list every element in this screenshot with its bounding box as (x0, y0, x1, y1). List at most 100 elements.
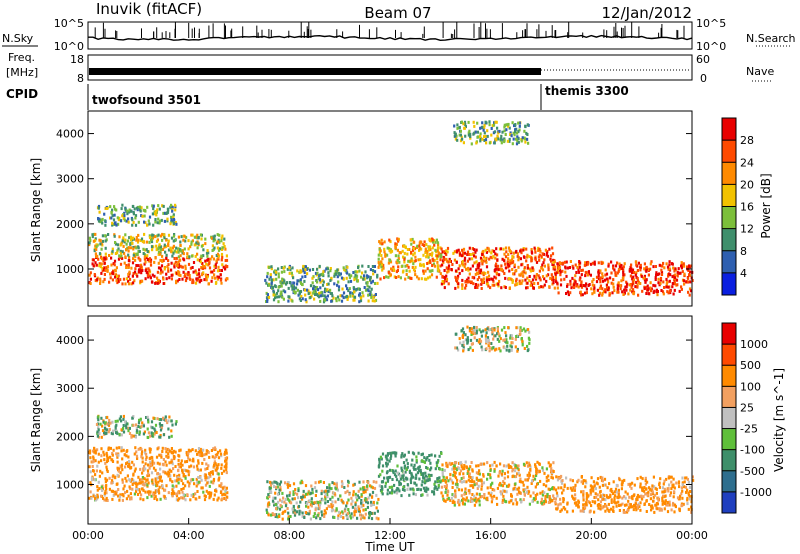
scatter-cell (216, 246, 219, 250)
scatter-cell (167, 269, 170, 273)
scatter-cell (174, 221, 177, 224)
scatter-cell (585, 503, 588, 507)
scatter-cell (401, 270, 405, 274)
scatter-cell (171, 246, 174, 250)
scatter-cell (191, 448, 194, 452)
scatter-cell (220, 482, 223, 486)
scatter-cell (187, 247, 190, 251)
scatter-cell (151, 236, 155, 240)
scatter-cell (426, 253, 429, 257)
scatter-cell (647, 268, 650, 272)
scatter-cell (144, 458, 148, 462)
scatter-cell (322, 280, 325, 284)
scatter-cell (162, 470, 165, 474)
scatter-cell (610, 498, 613, 502)
scatter-cell (542, 285, 545, 289)
scatter-cell (156, 281, 159, 285)
scatter-cell (172, 218, 175, 221)
scatter-cell (166, 265, 169, 269)
scatter-cell (185, 451, 188, 454)
scatter-cell (531, 266, 534, 270)
scatter-cell (165, 450, 168, 454)
scatter-cell (155, 248, 158, 252)
noise-left-tick-bottom: 10^0 (54, 40, 84, 53)
scatter-cell (453, 250, 456, 254)
scatter-cell (676, 283, 679, 287)
scatter-cell (612, 266, 615, 270)
scatter-cell (123, 214, 126, 218)
scatter-cell (174, 203, 177, 207)
scatter-cell (631, 481, 634, 485)
scatter-cell (92, 494, 95, 498)
scatter-cell (179, 254, 182, 258)
scatter-cell (119, 219, 123, 223)
scatter-cell (377, 257, 380, 261)
scatter-cell (390, 491, 393, 495)
scatter-cell (501, 498, 504, 502)
scatter-cell (143, 220, 146, 224)
scatter-cell (140, 206, 143, 210)
scatter-cell (96, 485, 99, 489)
scatter-cell (491, 283, 494, 287)
scatter-cell (89, 282, 92, 285)
scatter-cell (553, 260, 556, 264)
scatter-cell (306, 492, 309, 496)
scatter-cell (397, 254, 400, 258)
scatter-cell (648, 487, 652, 491)
scatter-cell (671, 485, 675, 489)
scatter-cell (471, 247, 474, 251)
scatter-cell (668, 263, 671, 267)
scatter-cell (325, 298, 329, 302)
scatter-cell (107, 448, 110, 451)
scatter-cell (151, 459, 154, 463)
scatter-cell (103, 431, 106, 435)
scatter-cell (273, 485, 276, 488)
scatter-cell (224, 463, 228, 467)
scatter-cell (133, 492, 136, 496)
scatter-cell (418, 244, 421, 248)
scatter-cell (267, 283, 271, 287)
scatter-cell (377, 474, 381, 478)
scatter-cell (463, 492, 466, 496)
scatter-cell (381, 492, 384, 496)
scatter-cell (277, 272, 280, 276)
scatter-cell (288, 499, 291, 503)
scatter-cell (224, 456, 227, 460)
scatter-cell (127, 217, 130, 221)
scatter-cell (146, 223, 149, 227)
scatter-cell (338, 298, 341, 302)
scatter-cell (177, 491, 180, 495)
scatter-cell (614, 264, 618, 268)
scatter-cell (478, 269, 481, 273)
scatter-cell (185, 460, 189, 463)
scatter-cell (172, 455, 175, 458)
scatter-cell (586, 261, 589, 265)
scatter-cell (329, 269, 332, 273)
scatter-cell (170, 218, 173, 222)
scatter-cell (476, 498, 479, 502)
scatter-cell (488, 249, 491, 253)
scatter-cell (500, 286, 503, 290)
scatter-cell (569, 282, 572, 286)
scatter-cell (117, 247, 120, 251)
scatter-cell (100, 416, 103, 420)
scatter-cell (517, 468, 520, 472)
scatter-cell (405, 273, 408, 276)
scatter-cell (174, 465, 177, 468)
scatter-cell (531, 278, 535, 282)
scatter-cell (529, 269, 532, 273)
scatter-cell (163, 243, 166, 247)
scatter-cell (124, 476, 127, 480)
scatter-cell (689, 270, 692, 274)
scatter-cell (457, 248, 460, 252)
scatter-cell (373, 299, 376, 303)
scatter-cell (573, 488, 576, 492)
scatter-cell (414, 265, 417, 269)
scatter-cell (632, 288, 635, 292)
scatter-cell (137, 256, 140, 260)
scatter-cell (147, 275, 150, 279)
scatter-cell (366, 484, 369, 488)
scatter-cell (445, 259, 449, 263)
scatter-cell (196, 464, 199, 468)
scatter-cell (159, 245, 162, 249)
